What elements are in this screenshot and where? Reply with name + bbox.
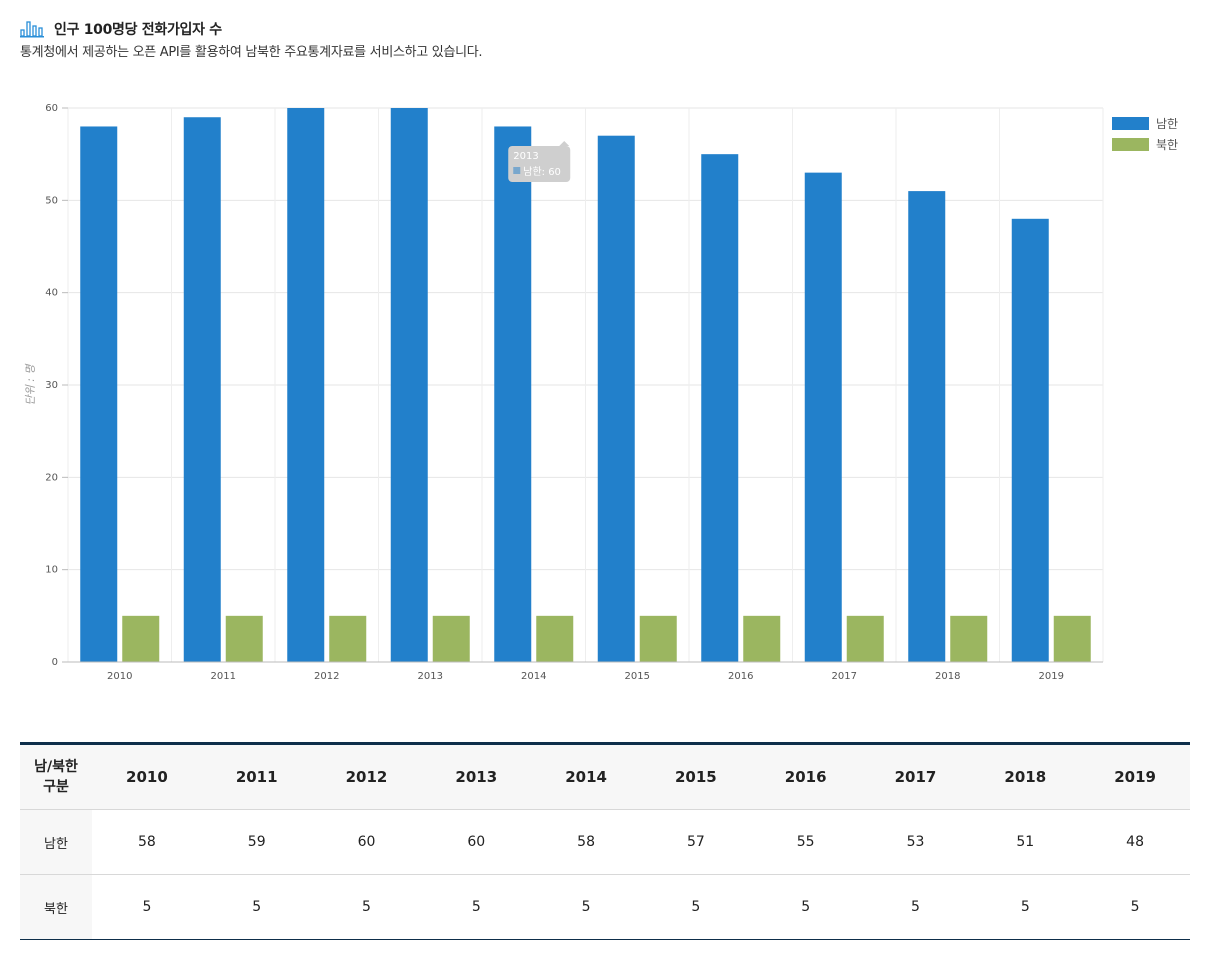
bar-south-2013[interactable] xyxy=(390,108,428,662)
table-cell: 59 xyxy=(201,809,312,875)
table-row: 북한 5 5 5 5 5 5 5 5 5 5 xyxy=(20,874,1190,940)
chart-tooltip: 2013 남한: 60 xyxy=(508,141,571,182)
table-header-year: 2017 xyxy=(860,743,971,810)
bar-south-2019[interactable] xyxy=(1011,218,1049,663)
page-subtitle: 통계청에서 제공하는 오픈 API를 활용하여 남북한 주요통계자료를 서비스하… xyxy=(20,45,483,60)
x-tick-label: 2014 xyxy=(521,671,546,682)
y-tick-label: 0 xyxy=(52,657,58,668)
table-cell: 5 xyxy=(201,874,312,940)
table-header-year: 2013 xyxy=(421,743,532,810)
tooltip-arrow xyxy=(559,141,570,146)
chart-axes: 0 10 20 30 40 50 60 2010 2011 2012 2013 2014 2015 201… xyxy=(45,103,1103,682)
data-table: 남/북한 구분 2010 2011 2012 2013 2014 2015 2016 2017… xyxy=(20,742,1190,940)
x-tick-label: 2017 xyxy=(832,671,857,682)
page-header: 인구 100명당 전화가입자 수 통계청에서 제공하는 오픈 API를 활용하여… xyxy=(20,18,1200,60)
table-header-year: 2011 xyxy=(201,743,312,810)
table-cell: 5 xyxy=(1080,874,1190,940)
bar-chart-icon xyxy=(20,21,44,38)
bar-north-2018[interactable] xyxy=(950,615,988,662)
table-header-year: 2018 xyxy=(970,743,1081,810)
table-cell: 51 xyxy=(970,809,1081,875)
table-header-year: 2015 xyxy=(640,743,751,810)
bar-south-2015[interactable] xyxy=(597,135,635,662)
tooltip-value: 남한: 60 xyxy=(523,166,561,178)
y-axis-label: 단위 : 명 xyxy=(24,363,37,406)
bar-south-2011[interactable] xyxy=(183,117,221,662)
bar-north-2016[interactable] xyxy=(743,615,781,662)
table-cell: 48 xyxy=(1080,809,1190,875)
legend-label[interactable]: 남한 xyxy=(1156,117,1178,131)
y-tick-label: 10 xyxy=(45,565,58,576)
y-tick-label: 50 xyxy=(45,195,58,206)
bar-north-2013[interactable] xyxy=(432,615,470,662)
table-row: 남한 58 59 60 60 58 57 55 53 51 48 xyxy=(20,809,1190,875)
chart-bars xyxy=(80,108,1091,663)
table-cell: 58 xyxy=(92,809,202,875)
table-cell: 5 xyxy=(750,874,861,940)
bar-south-2016[interactable] xyxy=(701,154,739,662)
legend-label[interactable]: 북한 xyxy=(1156,138,1178,152)
bar-south-2018[interactable] xyxy=(908,191,946,662)
legend-swatch-north[interactable] xyxy=(1112,138,1149,151)
chart-grid xyxy=(67,107,1104,663)
y-tick-label: 40 xyxy=(45,288,58,299)
tooltip-swatch xyxy=(513,167,521,174)
bar-south-2014[interactable] xyxy=(494,126,532,662)
table-header-year: 2012 xyxy=(311,743,422,810)
bar-south-2012[interactable] xyxy=(287,108,325,662)
y-tick-label: 60 xyxy=(45,103,58,114)
table-cell: 5 xyxy=(311,874,422,940)
tooltip-box xyxy=(508,146,571,182)
bar-north-2019[interactable] xyxy=(1053,615,1091,662)
table-cell: 5 xyxy=(860,874,971,940)
x-tick-label: 2013 xyxy=(418,671,443,682)
table-header-year: 2019 xyxy=(1080,743,1190,810)
table-cell: 57 xyxy=(640,809,751,875)
table-cell: 55 xyxy=(750,809,861,875)
y-tick-label: 20 xyxy=(45,472,58,483)
x-tick-label: 2015 xyxy=(625,671,650,682)
header-label-line2: 구분 xyxy=(43,779,69,795)
bar-north-2012[interactable] xyxy=(329,615,367,662)
table-header-year: 2016 xyxy=(750,743,861,810)
table-cell: 5 xyxy=(970,874,1081,940)
table-row-label: 남한 xyxy=(20,809,92,875)
table-cell: 5 xyxy=(531,874,641,940)
x-tick-label: 2010 xyxy=(107,671,132,682)
bar-north-2017[interactable] xyxy=(846,615,884,662)
table-cell: 5 xyxy=(640,874,751,940)
y-tick-label: 30 xyxy=(45,380,58,391)
table-header-year: 2014 xyxy=(531,743,641,810)
x-tick-label: 2011 xyxy=(211,671,236,682)
legend-swatch-south[interactable] xyxy=(1112,117,1149,130)
table-cell: 5 xyxy=(92,874,202,940)
title-row: 인구 100명당 전화가입자 수 xyxy=(20,18,1200,40)
table-cell: 58 xyxy=(531,809,641,875)
x-tick-label: 2016 xyxy=(728,671,753,682)
table-cell: 53 xyxy=(860,809,971,875)
page-title: 인구 100명당 전화가입자 수 xyxy=(54,22,222,38)
table-cell: 5 xyxy=(421,874,532,940)
bar-chart: 0 10 20 30 40 50 60 2010 2011 2012 2013 2014 2015 201… xyxy=(24,103,1178,682)
table-header-label: 남/북한 구분 xyxy=(20,743,92,810)
bar-north-2011[interactable] xyxy=(225,615,263,662)
bar-south-2017[interactable] xyxy=(804,172,842,662)
bar-south-2010[interactable] xyxy=(80,126,118,662)
table-cell: 60 xyxy=(311,809,422,875)
bar-north-2015[interactable] xyxy=(639,615,677,662)
table-row-label: 북한 xyxy=(20,874,92,940)
x-tick-label: 2012 xyxy=(314,671,339,682)
bar-north-2014[interactable] xyxy=(536,615,574,662)
header-label-line1: 남/북한 xyxy=(34,759,78,775)
table-header-row: 남/북한 구분 2010 2011 2012 2013 2014 2015 2016 2017… xyxy=(20,743,1190,810)
x-tick-label: 2019 xyxy=(1039,671,1064,682)
x-tick-label: 2018 xyxy=(935,671,960,682)
table-header-year: 2010 xyxy=(92,743,202,810)
table-cell: 60 xyxy=(421,809,532,875)
bar-north-2010[interactable] xyxy=(122,615,160,662)
tooltip-title: 2013 xyxy=(513,151,538,162)
